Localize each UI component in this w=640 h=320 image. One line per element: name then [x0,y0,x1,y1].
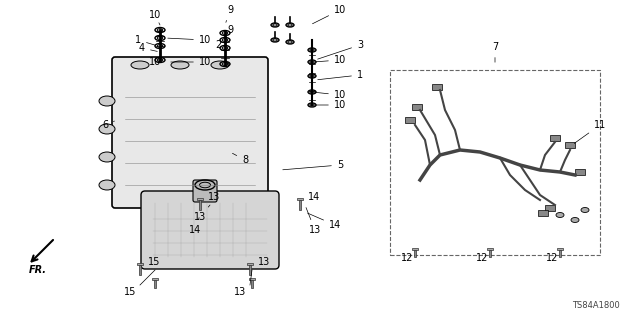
Text: 13: 13 [234,287,246,297]
Text: 10: 10 [316,55,346,65]
Polygon shape [249,265,252,275]
Polygon shape [299,200,301,210]
Bar [432,84,442,90]
FancyBboxPatch shape [141,191,279,269]
Text: 1: 1 [317,70,363,80]
Ellipse shape [165,195,185,205]
Text: 12: 12 [476,253,488,263]
Text: 9: 9 [225,25,233,40]
Polygon shape [412,248,418,250]
Polygon shape [249,278,255,280]
Polygon shape [154,280,156,288]
Bar [550,135,560,141]
Ellipse shape [99,96,115,106]
Bar [412,104,422,110]
Ellipse shape [131,61,149,69]
Ellipse shape [571,218,579,222]
Text: FR.: FR. [29,265,47,275]
Polygon shape [489,250,492,257]
Polygon shape [199,200,201,210]
Text: 14: 14 [308,192,320,202]
Ellipse shape [99,180,115,190]
Ellipse shape [171,61,189,69]
Polygon shape [247,263,253,265]
Polygon shape [197,198,203,200]
Polygon shape [487,248,493,250]
Ellipse shape [581,207,589,212]
Text: 11: 11 [574,120,606,143]
Text: 13: 13 [258,257,270,267]
Polygon shape [297,198,303,200]
Bar [538,210,548,216]
Text: 6: 6 [102,120,115,130]
Polygon shape [137,263,143,265]
Text: 8: 8 [232,153,248,165]
Text: 10: 10 [168,35,211,45]
Text: 13: 13 [306,208,321,235]
Bar [390,70,600,255]
Text: 12: 12 [546,253,558,263]
FancyBboxPatch shape [112,57,268,208]
Text: 13: 13 [208,192,220,202]
Ellipse shape [556,212,564,218]
Polygon shape [559,250,561,257]
Text: 13: 13 [194,205,210,222]
FancyBboxPatch shape [193,180,217,202]
Text: 15: 15 [124,287,136,297]
Text: 10: 10 [149,57,161,67]
Text: 10: 10 [171,57,211,67]
Polygon shape [557,248,563,250]
Polygon shape [414,250,416,257]
Text: 3: 3 [317,40,363,59]
Polygon shape [139,265,141,275]
Polygon shape [251,280,253,288]
Text: 10: 10 [315,90,346,100]
Text: 14: 14 [308,213,341,230]
Text: 2: 2 [215,40,224,50]
Ellipse shape [99,152,115,162]
Text: TS84A1800: TS84A1800 [572,301,620,310]
Bar [545,205,555,211]
Bar [405,117,415,123]
Ellipse shape [211,61,229,69]
Text: 7: 7 [492,42,498,62]
Text: 5: 5 [283,160,343,170]
Text: 15: 15 [148,257,161,267]
Text: 10: 10 [149,10,161,25]
Text: 10: 10 [315,100,346,110]
Bar [565,142,575,148]
Ellipse shape [99,124,115,134]
Text: 10: 10 [312,5,346,24]
Text: 14: 14 [189,218,201,235]
Bar [575,169,585,175]
Text: 4: 4 [139,43,157,53]
Polygon shape [152,278,158,280]
Text: 9: 9 [226,5,233,22]
Text: 1: 1 [135,35,156,45]
Text: 12: 12 [401,253,413,263]
